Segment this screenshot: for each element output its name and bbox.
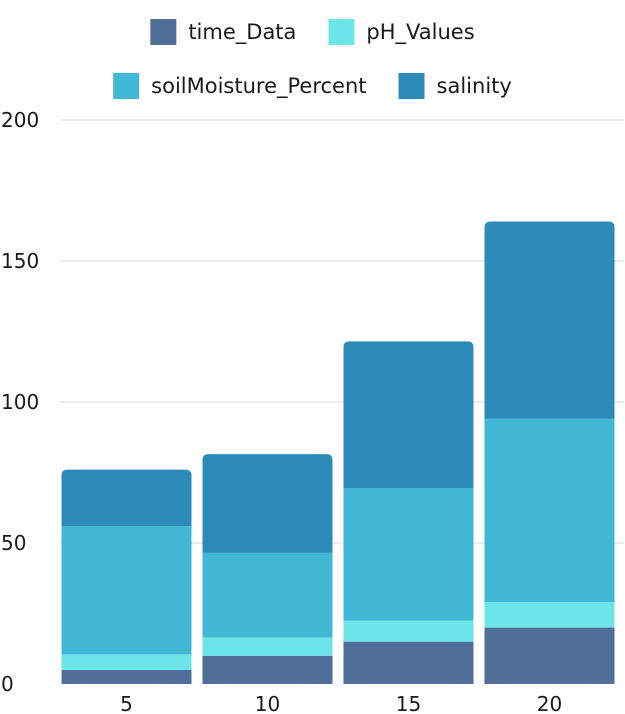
legend-swatch <box>328 19 355 45</box>
x-tick-label: 20 <box>537 692 562 714</box>
bar-segment-pH_Values-20 <box>484 602 615 628</box>
x-tick-label: 15 <box>396 692 421 714</box>
bar-segment-soilMoisture_Percent-5 <box>61 526 192 655</box>
bars <box>61 221 615 684</box>
bar-segment-soilMoisture_Percent-20 <box>484 418 615 603</box>
legend-label: soilMoisture_Percent <box>151 74 366 99</box>
y-tick-label: 50 <box>1 531 26 555</box>
y-axis: 0 50 100 150 200 <box>1 108 39 696</box>
x-tick-label: 10 <box>255 692 280 714</box>
y-tick-label: 100 <box>1 390 39 414</box>
legend-swatch <box>150 19 177 45</box>
legend-swatch <box>398 73 425 99</box>
bar-segment-soilMoisture_Percent-15 <box>343 488 474 621</box>
x-tick-label: 5 <box>120 692 133 714</box>
legend-swatch <box>113 73 140 99</box>
y-tick-label: 0 <box>1 672 14 696</box>
legend: time_Data pH_Values soilMoisture_Percent sa… <box>113 19 512 99</box>
legend-label: time_Data <box>188 20 296 45</box>
bar-segment-pH_Values-5 <box>61 654 192 670</box>
legend-label: pH_Values <box>366 20 474 45</box>
legend-item-salinity: salinity <box>398 73 512 99</box>
bar-segment-time_Data-20 <box>484 627 615 684</box>
bar-segment-pH_Values-10 <box>202 637 333 656</box>
legend-item-pH_Values: pH_Values <box>328 19 475 45</box>
bar-segment-salinity-10 <box>202 454 333 553</box>
y-tick-label: 200 <box>1 108 39 132</box>
bar-segment-time_Data-10 <box>202 655 333 684</box>
legend-item-time_Data: time_Data <box>150 19 296 45</box>
y-tick-label: 150 <box>1 249 39 273</box>
legend-item-soilMoisture_Percent: soilMoisture_Percent <box>113 73 367 99</box>
bar-segment-salinity-20 <box>484 221 615 419</box>
legend-label: salinity <box>437 74 512 98</box>
bar-segment-pH_Values-15 <box>343 620 474 642</box>
bar-segment-salinity-5 <box>61 469 192 527</box>
bar-segment-time_Data-5 <box>61 669 192 684</box>
bar-segment-salinity-15 <box>343 341 474 489</box>
bar-segment-time_Data-15 <box>343 641 474 684</box>
x-axis: 5 10 15 20 <box>120 692 562 714</box>
bar-segment-soilMoisture_Percent-10 <box>202 552 333 638</box>
